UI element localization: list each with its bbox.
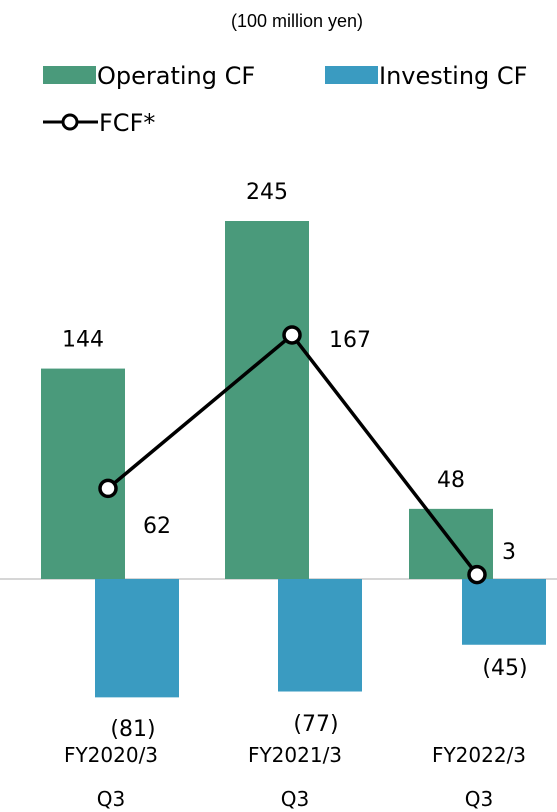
plot-area: 144 FY2020/3 Q3 245 FY2021/3 Q3 48 FY2022/3 Q3 (8… [0,180,557,811]
legend-swatch-operating-cf [43,66,96,84]
fcf-marker [467,564,487,585]
investing-cf-label: (77) [293,712,338,737]
category-label: FY2021/3 [248,743,342,767]
legend: Operating CF Investing CF FCF* [43,62,527,137]
category-sublabel: Q3 [97,787,125,811]
legend-label-operating-cf: Operating CF [97,62,255,90]
investing-cf-bar [95,579,179,698]
legend-marker-fcf [61,113,79,131]
investing-cf-bar [278,579,362,692]
investing-cf-label: (45) [482,656,527,681]
legend-label-fcf: FCF* [99,109,155,137]
category-sublabel: Q3 [281,787,309,811]
operating-cf-bar [41,368,125,579]
category-sublabel: Q3 [465,787,493,811]
operating-cf-bar [225,221,309,579]
category-label: FY2022/3 [432,743,526,767]
operating-cf-label: 144 [62,328,104,353]
fcf-marker [282,325,302,345]
investing-cf-label: (81) [110,717,155,742]
legend-swatch-investing-cf [325,66,378,84]
legend-label-investing-cf: Investing CF [379,62,527,90]
fcf-marker [98,478,118,499]
category-label: FY2020/3 [64,743,158,767]
fcf-label: 167 [329,328,371,353]
operating-cf-label: 48 [437,468,465,493]
unit-label: (100 million yen) [231,11,363,31]
fcf-label: 62 [143,514,171,539]
investing-cf-bar [462,579,546,645]
operating-cf-label: 245 [246,180,288,205]
fcf-label: 3 [502,540,516,565]
